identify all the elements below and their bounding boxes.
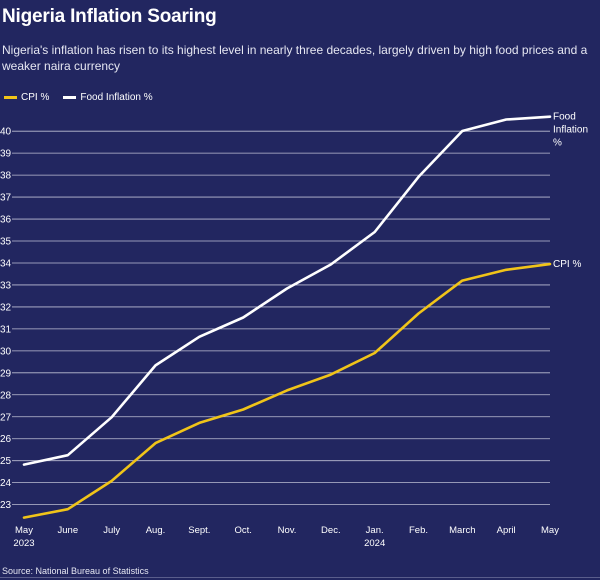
x-tick-label: May <box>541 525 559 536</box>
y-tick-label: 29 <box>0 368 12 379</box>
y-tick-label: 38 <box>0 171 12 182</box>
x-tick-label: Sept. <box>188 525 210 536</box>
legend-swatch-food <box>63 96 77 99</box>
legend-label-food: Food Inflation % <box>80 92 153 103</box>
chart-subtitle: Nigeria's inflation has risen to its hig… <box>2 43 588 73</box>
y-tick-label: 26 <box>0 434 12 445</box>
source-note: Source: National Bureau of Statistics <box>2 566 149 576</box>
x-tick-label: April <box>497 525 516 536</box>
end-label: % <box>553 138 562 149</box>
line-chart: 23 24 25 26 27 28 29 30 31 32 33 34 35 36 37 38 39 40 May 2… <box>0 112 588 549</box>
end-label: CPI % <box>553 259 581 270</box>
x-tick-label: Feb. <box>409 525 428 536</box>
y-tick-label: 31 <box>0 324 12 335</box>
y-tick-label: 40 <box>0 127 12 138</box>
end-label: Food <box>553 112 576 123</box>
bottom-rule <box>0 577 600 578</box>
series-line-cpi <box>22 262 552 519</box>
x-tick-label: Jan. <box>366 525 384 536</box>
x-tick-label: Oct. <box>234 525 251 536</box>
end-label: Inflation <box>553 125 588 136</box>
x-tick-label: May <box>15 525 33 536</box>
series-line-food <box>22 115 552 466</box>
legend: CPI % Food Inflation % <box>4 92 167 103</box>
y-tick-label: 28 <box>0 390 12 401</box>
x-tick-label: 2023 <box>13 538 34 549</box>
x-tick-label: Aug. <box>146 525 166 536</box>
x-tick-label: 2024 <box>364 538 385 549</box>
y-tick-label: 32 <box>0 302 12 313</box>
legend-swatch-cpi <box>4 96 17 99</box>
x-tick-label: March <box>449 525 475 536</box>
y-tick-label: 34 <box>0 258 12 269</box>
chart-title: Nigeria Inflation Soaring <box>2 6 217 27</box>
y-tick-label: 24 <box>0 478 12 489</box>
y-tick-label: 39 <box>0 149 12 160</box>
y-tick-label: 27 <box>0 412 12 423</box>
x-tick-label: July <box>103 525 120 536</box>
y-tick-label: 23 <box>0 500 12 511</box>
y-tick-label: 37 <box>0 193 12 204</box>
y-tick-label: 35 <box>0 237 12 248</box>
x-tick-label: Nov. <box>278 525 297 536</box>
x-tick-label: Dec. <box>321 525 341 536</box>
y-tick-label: 36 <box>0 215 12 226</box>
legend-label-cpi: CPI % <box>21 92 50 103</box>
legend-item-food: Food Inflation % <box>63 92 153 103</box>
legend-item-cpi: CPI % <box>4 92 49 103</box>
y-tick-label: 30 <box>0 346 12 357</box>
y-tick-label: 25 <box>0 456 12 467</box>
y-tick-label: 33 <box>0 280 12 291</box>
x-tick-label: June <box>58 525 79 536</box>
